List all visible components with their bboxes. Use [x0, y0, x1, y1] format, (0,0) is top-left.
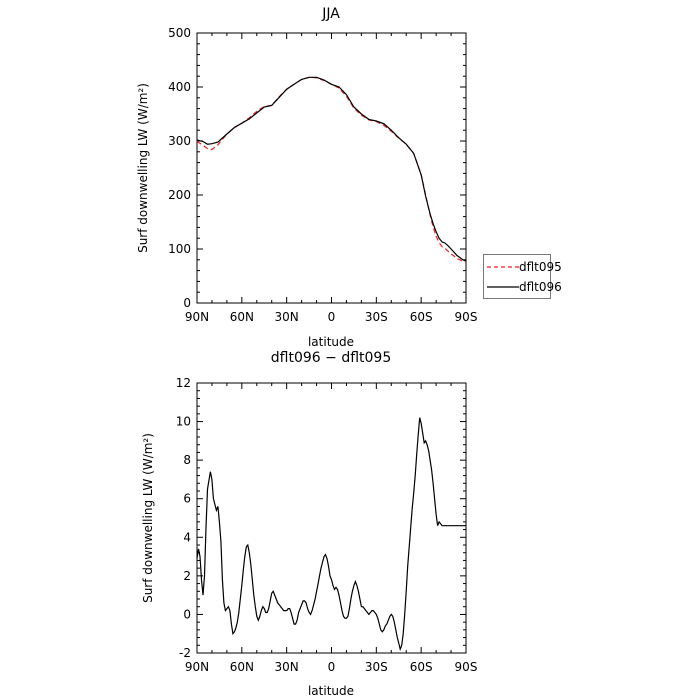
top-y-tick-label: 200: [168, 188, 191, 202]
bottom-x-tick-label: 30S: [365, 660, 388, 674]
top-x-axis-label: latitude: [308, 335, 354, 349]
bottom-y-tick-label: 6: [183, 492, 191, 506]
bottom-x-axis-label: latitude: [308, 684, 354, 698]
legend-item-dflt095: dflt095: [487, 257, 562, 277]
bottom-plot-frame: [196, 382, 467, 654]
legend-label-dflt095: dflt095: [519, 260, 562, 274]
bottom-y-tick-label: 2: [183, 569, 191, 583]
top-plot-frame: [196, 32, 467, 304]
legend-swatch-solid-black: [487, 286, 519, 288]
legend-swatch-dashed-red: [487, 266, 519, 268]
top-x-tick-label: 90S: [455, 310, 478, 324]
top-plot-area: 0 100 200 300 400 500 90N 60N 30N 0 30S 60S 90S: [168, 26, 477, 324]
bottom-x-tick-label: 0: [328, 660, 336, 674]
top-x-tick-label: 30S: [365, 310, 388, 324]
legend-item-dflt096: dflt096: [487, 277, 562, 297]
bottom-series-difference-line: [196, 417, 466, 652]
top-series-dflt096-line: [196, 76, 467, 262]
bottom-chart-title: dflt096 − dflt095: [271, 350, 391, 366]
top-chart-title: JJA: [321, 6, 340, 22]
bottom-y-tick-label: 12: [176, 376, 191, 390]
bottom-x-tick-label: 30N: [275, 660, 299, 674]
bottom-plot-area: -2 0 2 4 6 8 10 12 90N 60N 30N 0 30S 60S 90S: [176, 376, 478, 674]
top-y-tick-label: 100: [168, 242, 191, 256]
top-x-tick-label: 30N: [275, 310, 299, 324]
bottom-x-tick-label: 60N: [230, 660, 254, 674]
bottom-y-tick-label: 0: [183, 607, 191, 621]
top-x-tick-label: 90N: [185, 310, 209, 324]
top-y-tick-label: 300: [168, 134, 191, 148]
bottom-x-tick-label: 90N: [185, 660, 209, 674]
bottom-y-tick-label: -2: [179, 646, 191, 660]
bottom-y-tick-label: 10: [176, 415, 191, 429]
bottom-y-tick-label: 8: [183, 453, 191, 467]
top-y-axis-label: Surf downwelling LW (W/m²): [136, 83, 150, 253]
bottom-x-tick-label: 90S: [455, 660, 478, 674]
top-y-tick-label: 400: [168, 80, 191, 94]
bottom-x-tick-label: 60S: [410, 660, 433, 674]
top-y-tick-label: 500: [168, 26, 191, 40]
bottom-panel: dflt096 − dflt095 -2 0 2 4 6 8 10 12 90N 60N 30N 0 3…: [141, 350, 477, 698]
top-x-tick-label: 0: [328, 310, 336, 324]
top-y-tick-label: 0: [183, 296, 191, 310]
legend-label-dflt096: dflt096: [519, 280, 562, 294]
top-chart-legend: dflt095 dflt096: [483, 254, 562, 299]
top-x-tick-label: 60S: [410, 310, 433, 324]
top-series-dflt095-line: [196, 76, 467, 263]
top-x-tick-label: 60N: [230, 310, 254, 324]
bottom-y-axis-label: Surf downwelling LW (W/m²): [141, 433, 155, 603]
bottom-y-tick-label: 4: [183, 530, 191, 544]
